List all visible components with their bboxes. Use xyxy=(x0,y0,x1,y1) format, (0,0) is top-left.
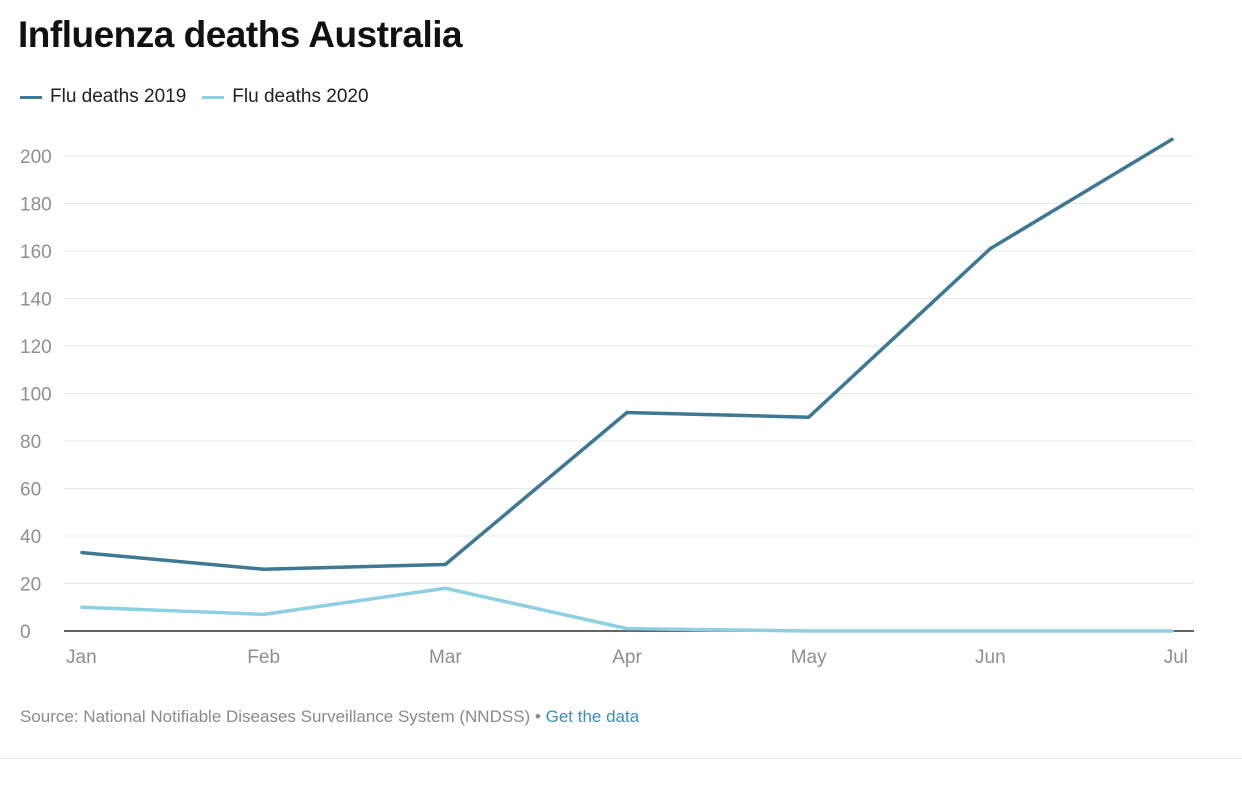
y-tick-label-120: 120 xyxy=(20,337,52,358)
y-tick-label-40: 40 xyxy=(20,527,41,548)
bottom-divider xyxy=(0,758,1242,759)
x-tick-label-may: May xyxy=(791,647,827,668)
x-tick-label-jan: Jan xyxy=(66,647,97,668)
legend: Flu deaths 2019 Flu deaths 2020 xyxy=(20,86,385,108)
source-text: Source: National Notifiable Diseases Sur… xyxy=(20,707,531,726)
get-the-data-link[interactable]: Get the data xyxy=(545,707,640,726)
legend-item-2019: Flu deaths 2019 xyxy=(20,86,186,108)
x-tick-label-mar: Mar xyxy=(429,647,462,668)
y-tick-label-20: 20 xyxy=(20,575,41,596)
series-line-flu-deaths-2019 xyxy=(80,137,1174,571)
footer: Source: National Notifiable Diseases Sur… xyxy=(20,707,639,727)
legend-swatch-2019 xyxy=(20,95,42,99)
x-tick-label-jun: Jun xyxy=(975,647,1006,668)
y-tick-label-0: 0 xyxy=(20,622,31,643)
x-tick-label-jul: Jul xyxy=(1164,647,1188,668)
legend-label-2019: Flu deaths 2019 xyxy=(50,86,187,107)
line-chart: 0 20 40 60 80 100 120 140 160 180 200 Jan Feb Mar Apr M… xyxy=(20,137,1194,668)
y-tick-label-140: 140 xyxy=(20,290,52,311)
y-tick-label-160: 160 xyxy=(20,242,52,263)
y-tick-label-80: 80 xyxy=(20,432,41,453)
legend-label-2020: Flu deaths 2020 xyxy=(232,86,369,107)
y-tick-label-100: 100 xyxy=(20,385,52,406)
legend-swatch-2020 xyxy=(202,95,225,99)
y-tick-label-60: 60 xyxy=(20,480,41,501)
y-tick-label-200: 200 xyxy=(20,147,52,168)
legend-item-2020: Flu deaths 2020 xyxy=(202,86,369,108)
chart-title: Influenza deaths Australia xyxy=(18,14,463,55)
x-tick-label-feb: Feb xyxy=(247,647,280,668)
series-line-flu-deaths-2020 xyxy=(80,586,1174,633)
footer-separator: • xyxy=(530,707,546,726)
y-tick-label-180: 180 xyxy=(20,195,52,216)
x-tick-label-apr: Apr xyxy=(612,647,642,668)
